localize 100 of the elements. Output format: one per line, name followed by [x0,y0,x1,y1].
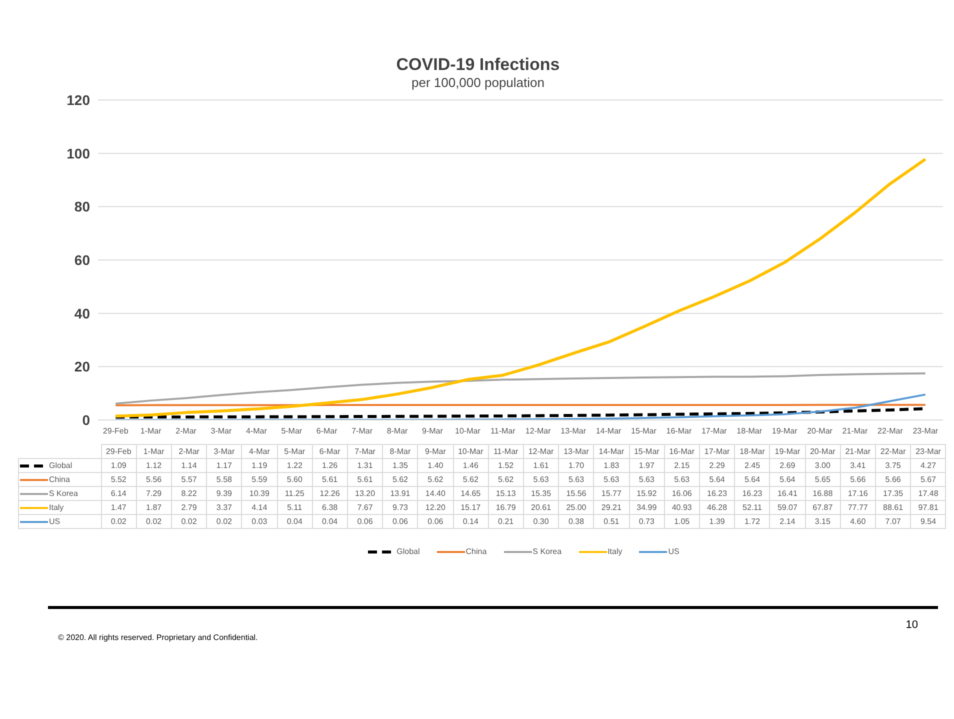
data-label: 2.79 [171,500,207,514]
data-label: 1.09 [101,458,136,472]
data-label: 52.11 [734,500,770,514]
data-label: 4.14 [242,500,278,514]
category-label: 16-Mar [669,447,695,456]
category-label: 19-Mar [774,447,800,456]
x-tick-label: 15-Mar [631,426,657,436]
data-label: 5.64 [699,472,735,486]
x-tick-label: 20-Mar [807,426,833,436]
data-label: 29.21 [594,500,630,514]
data-label: 0.38 [558,514,594,528]
data-label: 2.45 [734,458,770,472]
data-label: 1.31 [347,458,383,472]
data-label: 1.87 [136,500,172,514]
line-series [114,394,926,420]
category-label: 2-Mar [178,447,200,456]
data-label: 1.83 [594,458,630,472]
category-label: 15-Mar [634,447,660,456]
data-label: 25.00 [558,500,594,514]
data-label: 1.26 [312,458,348,472]
data-label: 15.35 [523,486,559,500]
category-label: 18-Mar [740,447,765,456]
x-tick-label: 11-Mar [490,426,516,436]
legend-label: US [18,514,101,528]
data-label: 9.54 [910,514,946,528]
data-label: 6.14 [101,486,136,500]
data-label: 1.97 [629,458,664,472]
data-label: 2.15 [664,458,700,472]
data-label: 0.02 [101,514,136,528]
category-label: 20-Mar [810,447,836,456]
data-label: 5.64 [770,472,806,486]
data-label: 0.06 [382,514,418,528]
data-label: 5.63 [523,472,559,486]
data-label: 5.67 [910,472,946,486]
category-label: 21-Mar [845,447,871,456]
data-label: 0.02 [206,514,242,528]
data-label: 0.06 [418,514,454,528]
data-label: 15.17 [453,500,488,514]
data-label: 1.52 [488,458,524,472]
data-label: 16.79 [488,500,524,514]
data-label: 1.40 [418,458,454,472]
y-tick-label: 0 [82,412,90,428]
data-label: 5.62 [453,472,488,486]
data-label: 6.38 [312,500,348,514]
category-label: 8-Mar [390,447,411,456]
data-label: 1.39 [699,514,735,528]
x-tick-label: 4-Mar [246,426,268,436]
data-label: 5.66 [840,472,876,486]
data-label: 77.77 [840,500,876,514]
data-label: 16.88 [805,486,840,500]
data-label: 14.65 [453,486,488,500]
y-tick-label: 40 [74,305,90,322]
data-label: 2.14 [770,514,806,528]
data-label: 5.59 [242,472,278,486]
x-tick-label: 12-Mar [525,426,552,436]
data-label: 17.16 [840,486,876,500]
data-label: 5.61 [347,472,383,486]
data-label: 4.60 [840,514,876,528]
y-tick-label: 60 [74,252,90,268]
category-label: 1-Mar [143,447,164,456]
data-label: 12.26 [312,486,348,500]
data-label: 2.69 [770,458,806,472]
data-label: 1.35 [382,458,418,472]
category-label: 14-Mar [598,447,624,456]
category-label: 3-Mar [214,447,235,456]
category-label: 23-Mar [916,447,941,456]
x-tick-label: 19-Mar [772,426,798,436]
data-label: 5.60 [277,472,312,486]
data-label: 1.05 [664,514,700,528]
data-label: 3.41 [840,458,876,472]
data-label: 2.29 [699,458,735,472]
data-label: 0.02 [171,514,207,528]
chart-title: COVID-19 Infections [395,55,561,75]
legend-label: Global [18,458,101,472]
data-label: 1.22 [277,458,312,472]
data-label: 40.93 [664,500,700,514]
category-label: 9-Mar [424,447,446,456]
data-label: 13.20 [347,486,383,500]
data-label: 16.41 [770,486,806,500]
data-label: 5.63 [664,472,700,486]
data-label: 9.73 [382,500,418,514]
data-label: 97.81 [910,500,946,514]
x-tick-label: 3-Mar [210,426,232,436]
category-label: 6-Mar [319,447,340,456]
data-label: 0.06 [347,514,383,528]
data-label: 16.23 [734,486,770,500]
data-label: 5.63 [594,472,630,486]
data-label: 7.07 [875,514,911,528]
data-label: 5.66 [875,472,911,486]
data-label: 46.28 [699,500,735,514]
data-label: 1.47 [101,500,136,514]
x-tick-label: 17-Mar [701,426,728,436]
data-label: 5.62 [418,472,454,486]
data-label: 5.65 [805,472,840,486]
data-label: 12.20 [418,500,454,514]
y-tick-label: 120 [66,92,90,108]
x-tick-label: 9-Mar [422,426,444,436]
y-tick-label: 80 [74,198,90,215]
data-label: 67.87 [805,500,840,514]
x-tick-label: 5-Mar [281,426,302,436]
